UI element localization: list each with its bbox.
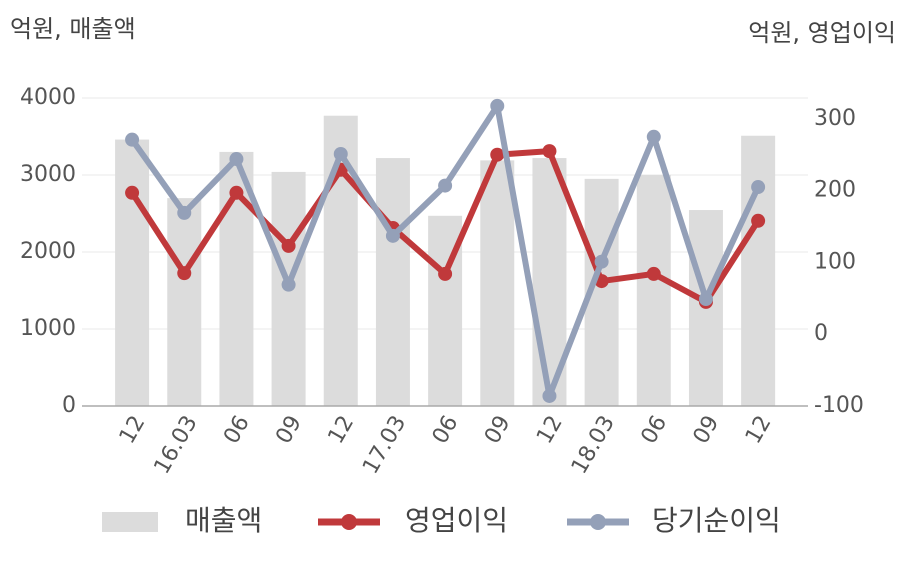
point: [125, 132, 140, 147]
bar: [741, 135, 776, 407]
bar: [167, 198, 202, 406]
point: [333, 147, 348, 161]
point: [125, 185, 140, 200]
point: [438, 178, 453, 193]
x-tick-label: 09: [689, 412, 725, 449]
x-tick-label: 18.03: [567, 412, 620, 479]
point: [177, 266, 192, 281]
y2-axis-label: 억원, 영업이익: [748, 19, 896, 47]
point: [281, 238, 296, 253]
point: [438, 266, 453, 281]
bar: [636, 175, 671, 406]
y-tick-label: 0: [62, 393, 76, 418]
point: [751, 180, 766, 195]
point: [490, 98, 505, 113]
x-tick-label: 16.03: [150, 412, 203, 479]
y-tick-label: 3000: [20, 162, 76, 187]
point: [751, 213, 766, 228]
legend-label: 당기순이익: [652, 504, 781, 537]
x-tick-label: 12: [115, 412, 151, 449]
bar: [480, 160, 515, 406]
point: [281, 277, 296, 292]
bar: [115, 139, 150, 406]
point: [229, 152, 244, 167]
y2-tick-label: 100: [814, 249, 856, 274]
point: [385, 228, 400, 243]
y2-tick-label: 200: [814, 178, 856, 203]
x-tick-label: 06: [428, 412, 464, 449]
bar: [375, 158, 410, 406]
legend-swatch: [102, 512, 158, 532]
y2-tick-label: 300: [814, 106, 856, 131]
y-axis-label: 억원, 매출액: [10, 15, 136, 43]
point: [542, 144, 557, 159]
legend-label: 매출액: [185, 504, 262, 537]
legend-label: 영업이익: [405, 504, 508, 537]
y-tick-label: 1000: [20, 316, 76, 341]
x-tick-label: 09: [271, 412, 307, 449]
x-tick-label: 06: [637, 412, 673, 449]
point: [646, 129, 661, 144]
point: [177, 205, 192, 220]
x-tick-label: 06: [219, 412, 255, 449]
y2-tick-label: 0: [814, 321, 828, 346]
x-tick-label: 17.03: [358, 412, 411, 479]
point: [698, 292, 713, 307]
y-tick-label: 2000: [20, 239, 76, 264]
legend-swatch: [590, 514, 606, 530]
x-tick-label: 12: [741, 412, 777, 449]
y-tick-label: 4000: [20, 85, 76, 110]
x-tick-label: 12: [324, 412, 360, 449]
x-tick-label: 09: [480, 412, 516, 449]
legend-swatch: [341, 514, 357, 530]
point: [229, 185, 244, 200]
point: [490, 147, 505, 162]
point: [542, 388, 557, 403]
y2-tick-label: -100: [814, 393, 864, 418]
point: [646, 266, 661, 281]
x-tick-label: 12: [532, 412, 568, 449]
point: [594, 254, 609, 269]
